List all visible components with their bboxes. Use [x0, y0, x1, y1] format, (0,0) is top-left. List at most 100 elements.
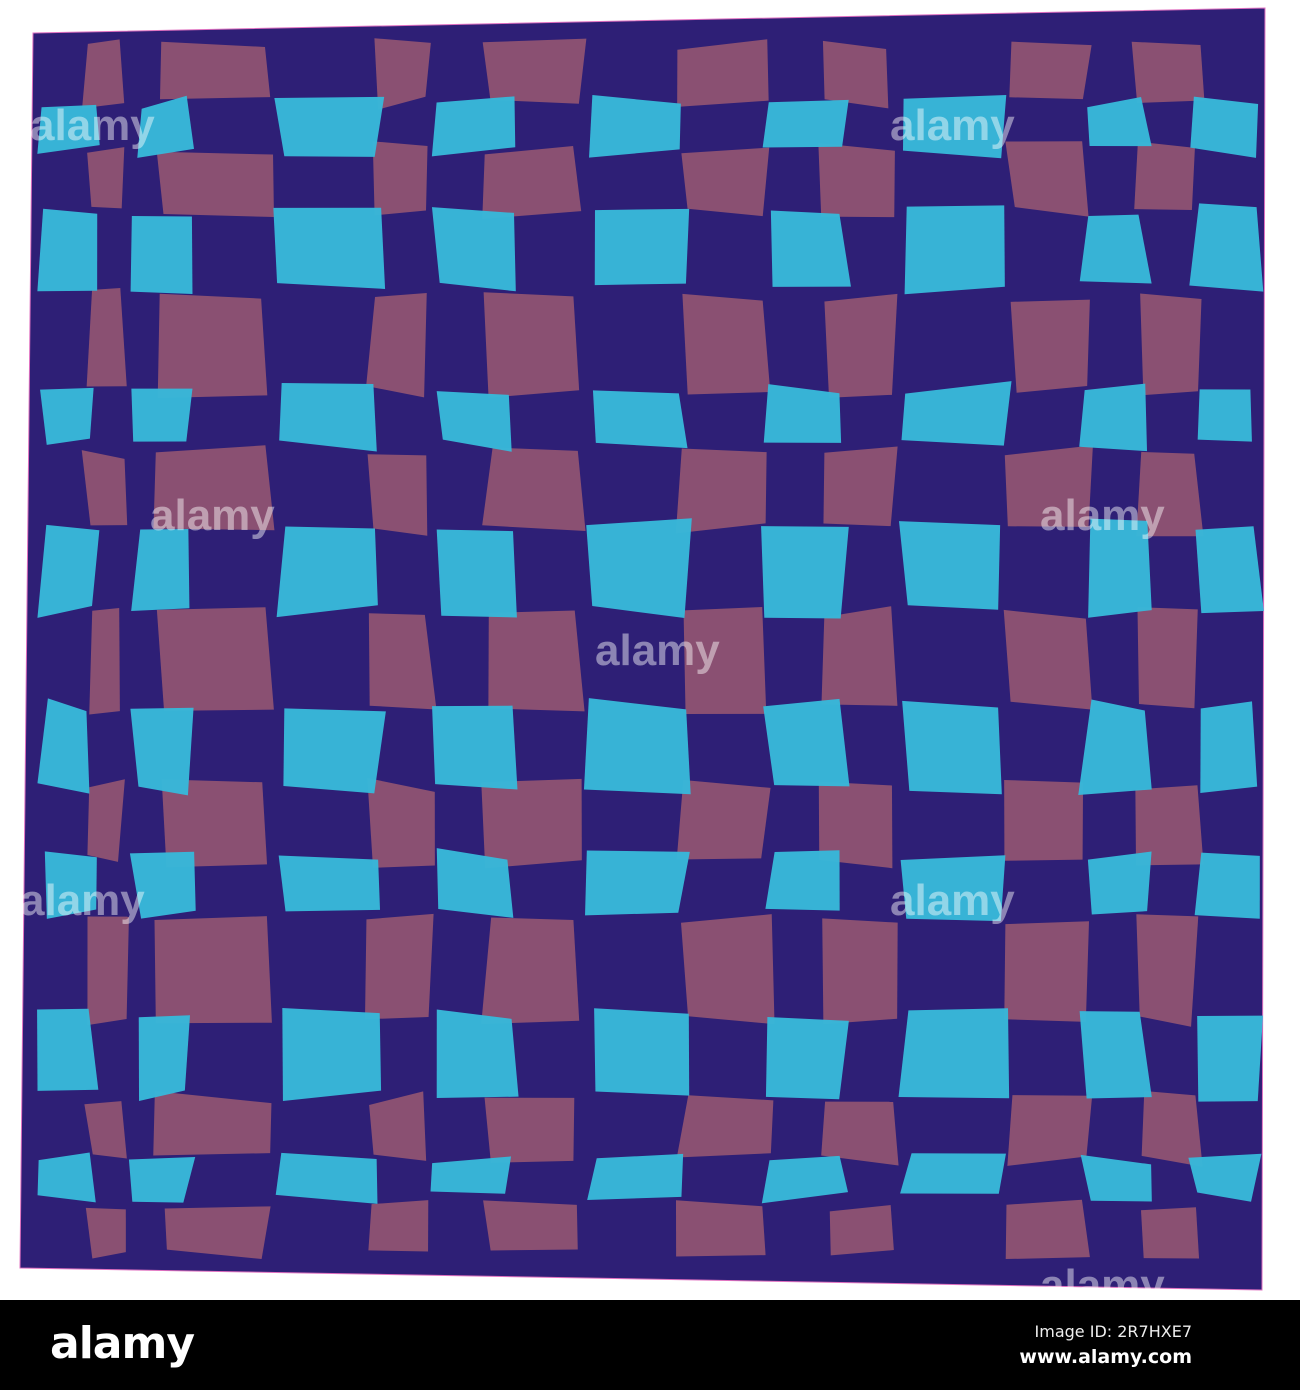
cyan-rectangle: [275, 1152, 378, 1204]
mauve-rectangle: [1135, 785, 1204, 866]
mauve-rectangle: [482, 146, 582, 219]
mauve-rectangle: [683, 606, 767, 714]
cyan-rectangle: [761, 526, 849, 619]
mauve-rectangle: [1131, 41, 1205, 103]
mauve-rectangle: [676, 780, 771, 860]
mauve-rectangle: [157, 293, 268, 399]
cyan-rectangle: [130, 216, 193, 295]
website-link: www.alamy.com: [1019, 1346, 1192, 1368]
cyan-rectangle: [137, 95, 195, 158]
cyan-rectangle: [586, 518, 692, 618]
mauve-rectangle: [153, 445, 275, 531]
cyan-rectangle: [1078, 699, 1152, 795]
mauve-rectangle: [829, 1205, 894, 1256]
mauve-rectangle: [1004, 921, 1090, 1022]
mauve-rectangle: [87, 916, 129, 1026]
cyan-rectangle: [1189, 203, 1264, 292]
cyan-rectangle: [131, 529, 190, 611]
cyan-rectangle: [589, 95, 681, 158]
cyan-rectangle: [1088, 518, 1152, 618]
cyan-rectangle: [901, 381, 1012, 446]
mauve-rectangle: [1004, 780, 1084, 861]
watermark-text: alamy: [1040, 1261, 1165, 1300]
cyan-rectangle: [274, 96, 385, 157]
mauve-rectangle: [818, 781, 893, 869]
mauve-rectangle: [1005, 1199, 1090, 1260]
cyan-rectangle: [762, 99, 849, 148]
cyan-rectangle: [1079, 1011, 1152, 1099]
mauve-rectangle: [372, 141, 428, 216]
cyan-rectangle: [902, 95, 1007, 159]
cyan-rectangle: [436, 848, 514, 918]
mauve-rectangle: [1136, 451, 1204, 537]
cyan-rectangle: [128, 1156, 196, 1203]
mauve-rectangle: [481, 917, 580, 1025]
mauve-rectangle: [1140, 293, 1202, 396]
mauve-rectangle: [1010, 299, 1090, 393]
mauve-rectangle: [367, 778, 435, 868]
cyan-rectangle: [763, 698, 850, 787]
cyan-rectangle: [279, 382, 377, 452]
cyan-rectangle: [587, 1153, 684, 1200]
cyan-rectangle: [1079, 383, 1148, 452]
cyan-rectangle: [1087, 851, 1152, 915]
cyan-rectangle: [594, 208, 690, 286]
mauve-rectangle: [164, 1206, 271, 1260]
cyan-rectangle: [436, 1009, 519, 1099]
cyan-rectangle: [130, 707, 194, 796]
cyan-rectangle: [37, 208, 98, 292]
mauve-rectangle: [488, 610, 585, 712]
cyan-rectangle: [1188, 1153, 1262, 1202]
cyan-rectangle: [37, 1152, 96, 1203]
mauve-rectangle: [81, 450, 128, 526]
cyan-rectangle: [770, 210, 851, 287]
cyan-rectangle: [37, 698, 90, 794]
mauve-rectangle: [82, 39, 125, 109]
alamy-logo: alamy: [50, 1318, 195, 1369]
mauve-rectangle: [821, 1101, 899, 1166]
cyan-rectangle: [583, 698, 691, 795]
cyan-rectangle: [594, 1008, 690, 1096]
cyan-rectangle: [904, 205, 1005, 295]
cyan-rectangle: [436, 529, 517, 618]
mauve-rectangle: [676, 1095, 774, 1158]
cyan-rectangle: [278, 855, 381, 912]
mauve-rectangle: [675, 448, 767, 534]
mauve-rectangle: [1137, 607, 1198, 709]
cyan-rectangle: [898, 1008, 1010, 1099]
background-panel: [19, 7, 1266, 1291]
mauve-rectangle: [682, 293, 771, 395]
cyan-rectangle: [900, 1153, 1006, 1194]
mauve-rectangle: [156, 151, 274, 218]
watermark-text: alamy: [30, 101, 155, 150]
cyan-rectangle: [283, 708, 386, 794]
cyan-rectangle: [1195, 526, 1264, 614]
mauve-rectangle: [481, 778, 582, 869]
mauve-rectangle: [1005, 141, 1089, 217]
mauve-rectangle: [154, 916, 272, 1024]
mauve-rectangle: [1134, 141, 1195, 210]
mauve-rectangle: [1141, 1091, 1203, 1167]
mauve-rectangle: [87, 779, 125, 862]
mauve-rectangle: [482, 447, 586, 531]
mauve-rectangle: [1003, 609, 1093, 710]
cyan-rectangle: [40, 387, 94, 445]
cyan-rectangle: [585, 850, 690, 916]
cyan-rectangle: [1194, 852, 1260, 919]
cyan-rectangle: [431, 96, 516, 157]
mauve-rectangle: [153, 1091, 272, 1156]
mauve-rectangle: [675, 1200, 766, 1257]
mauve-rectangle: [1140, 1207, 1200, 1259]
mauve-rectangle: [89, 607, 120, 715]
cyan-rectangle: [430, 1156, 512, 1194]
mauve-rectangle: [368, 613, 437, 710]
mauve-rectangle: [86, 288, 127, 387]
mauve-rectangle: [369, 1091, 427, 1161]
cyan-rectangle: [1080, 1154, 1152, 1202]
watermark-text: alamy: [890, 876, 1015, 925]
mauve-rectangle: [1009, 41, 1092, 100]
cyan-rectangle: [276, 526, 378, 618]
mauve-rectangle: [818, 143, 895, 218]
mauve-rectangle: [161, 779, 268, 868]
cyan-rectangle: [1200, 701, 1258, 793]
